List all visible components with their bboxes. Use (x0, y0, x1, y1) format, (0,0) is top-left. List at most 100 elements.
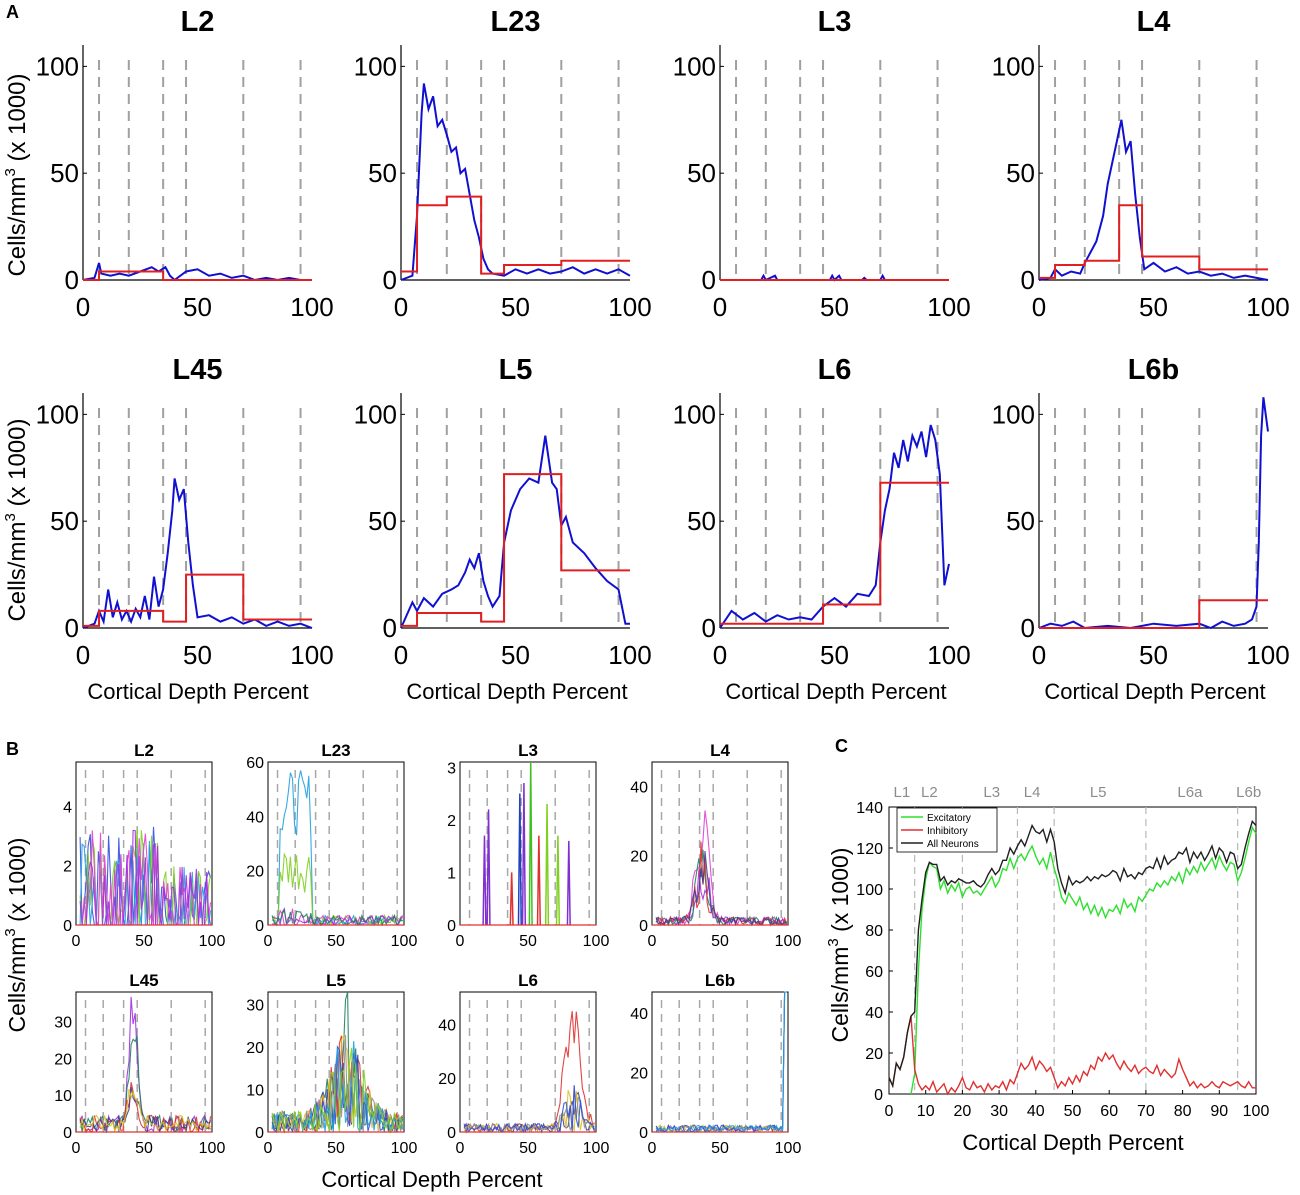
y-tick-label: 4 (63, 799, 72, 816)
series-line (79, 996, 212, 1133)
x-tick-label: 100 (199, 933, 226, 950)
x-tick-label: 10 (917, 1103, 935, 1120)
layer-label: L3 (983, 784, 1000, 801)
step-line (401, 195, 630, 275)
x-tick-label: 50 (711, 933, 729, 950)
x-tick-label: 50 (519, 933, 537, 950)
y-tick-label-zero: 0 (447, 918, 456, 935)
series-spike (517, 793, 522, 926)
series-line (79, 1035, 211, 1133)
x-tick-label: 100 (775, 1140, 802, 1157)
y-tick-label: 50 (687, 158, 716, 188)
subplot-title: L4 (710, 741, 730, 760)
y-tick-label: 2 (63, 859, 72, 876)
panel-a-ylabel-top: Cells/mm3 (x 1000) (2, 73, 31, 276)
panel-b-ylabel: Cells/mm3 (x 1000) (2, 838, 30, 1033)
series-spike (486, 809, 491, 926)
y-tick-label: 0 (383, 265, 397, 295)
x-tick-label: 70 (1137, 1103, 1155, 1120)
y-tick-label: 0 (702, 265, 716, 295)
x-tick-label: 0 (648, 1140, 657, 1157)
x-tick-label: 80 (1174, 1103, 1192, 1120)
series-spike (509, 872, 514, 926)
y-tick-label: 100 (992, 399, 1035, 429)
panel-label-c: C (835, 736, 848, 756)
density-line (400, 435, 630, 629)
density-line (1038, 397, 1269, 630)
x-tick-label: 40 (1027, 1103, 1045, 1120)
panel-b-subplot-l45: 10 20 30 00 50 100 L45 (54, 971, 225, 1157)
y-tick-label: 100 (673, 51, 716, 81)
density-line (1038, 119, 1269, 281)
series-spike (555, 835, 561, 926)
density-line (82, 478, 313, 629)
step-line (720, 481, 949, 625)
y-tick-label: 100 (36, 399, 79, 429)
series-line (655, 849, 788, 927)
step-line (1039, 204, 1268, 279)
panel-a-subplot-l6: 00 50 50 100 100 L6 (673, 354, 971, 670)
density-line (719, 424, 950, 629)
subplot-frame (651, 761, 789, 926)
x-tick-label: 0 (713, 292, 727, 322)
y-tick-label: 20 (54, 1051, 72, 1068)
panel-a-ylabel-bottom: Cells/mm3 (x 1000) (2, 418, 31, 621)
legend-entry: Excitatory (927, 813, 971, 824)
x-tick-label: 0 (885, 1103, 894, 1120)
y-tick-label: 20 (246, 1040, 264, 1057)
series-line (655, 841, 788, 927)
series-spike (544, 804, 550, 926)
x-tick-label: 0 (76, 292, 90, 322)
legend-entry: Inhibitory (927, 826, 968, 837)
y-tick-label-zero: 0 (639, 1125, 648, 1142)
panel-label-a: A (6, 2, 19, 22)
subplot-title: L6 (518, 971, 538, 990)
panel-a-xlabel-2: Cortical Depth Percent (406, 679, 627, 704)
y-tick-label-zero: 0 (255, 1125, 264, 1142)
y-tick-label: 100 (354, 399, 397, 429)
x-tick-label: 50 (820, 640, 849, 670)
x-tick-label: 0 (456, 933, 465, 950)
series-spike (566, 840, 571, 926)
x-tick-label: 100 (1246, 640, 1289, 670)
step-line (401, 473, 630, 627)
svg-text:Cells/mm3 (x 1000): Cells/mm3 (x 1000) (825, 848, 853, 1043)
subplot-title: L4 (1137, 6, 1171, 38)
series-line (271, 1041, 404, 1134)
x-tick-label: 50 (135, 933, 153, 950)
panel-b-subplot-l4: 20 40 00 50 100 L4 (630, 741, 801, 950)
series-line (463, 1085, 596, 1134)
y-tick-label: 0 (65, 265, 79, 295)
layer-label: L5 (1090, 784, 1107, 801)
panel-a-subplot-l3: 00 50 50 100 100 L3 (673, 6, 971, 322)
y-tick-label: 10 (54, 1088, 72, 1105)
x-tick-label: 100 (199, 1140, 226, 1157)
y-tick-label: 50 (50, 158, 79, 188)
series-line-inhibitory (888, 1015, 1256, 1096)
x-tick-label: 0 (648, 933, 657, 950)
series-line (271, 1047, 404, 1134)
y-tick-label: 40 (630, 779, 648, 796)
y-tick-label: 120 (856, 841, 883, 858)
series-line (79, 1088, 212, 1133)
layer-label: L6b (1236, 784, 1261, 801)
layer-label: L6a (1177, 784, 1203, 801)
y-tick-label-zero: 0 (447, 1125, 456, 1142)
y-tick-label: 20 (246, 864, 264, 881)
subplot-title: L23 (491, 6, 541, 38)
y-tick-label: 0 (65, 613, 79, 643)
layer-label: L4 (1024, 784, 1041, 801)
series-line (656, 810, 788, 927)
subplot-title: L3 (818, 6, 852, 38)
y-tick-label: 20 (630, 849, 648, 866)
y-tick-label: 0 (1021, 613, 1035, 643)
panel-a-xlabel-3: Cortical Depth Percent (725, 679, 946, 704)
subplot-frame (459, 761, 597, 926)
series-line (271, 908, 403, 927)
y-tick-label: 50 (687, 506, 716, 536)
x-tick-label: 50 (501, 292, 530, 322)
y-tick-label: 2 (447, 813, 456, 830)
x-tick-label: 0 (264, 1140, 273, 1157)
svg-text:Cells/mm3 (x 1000): Cells/mm3 (x 1000) (2, 73, 31, 276)
